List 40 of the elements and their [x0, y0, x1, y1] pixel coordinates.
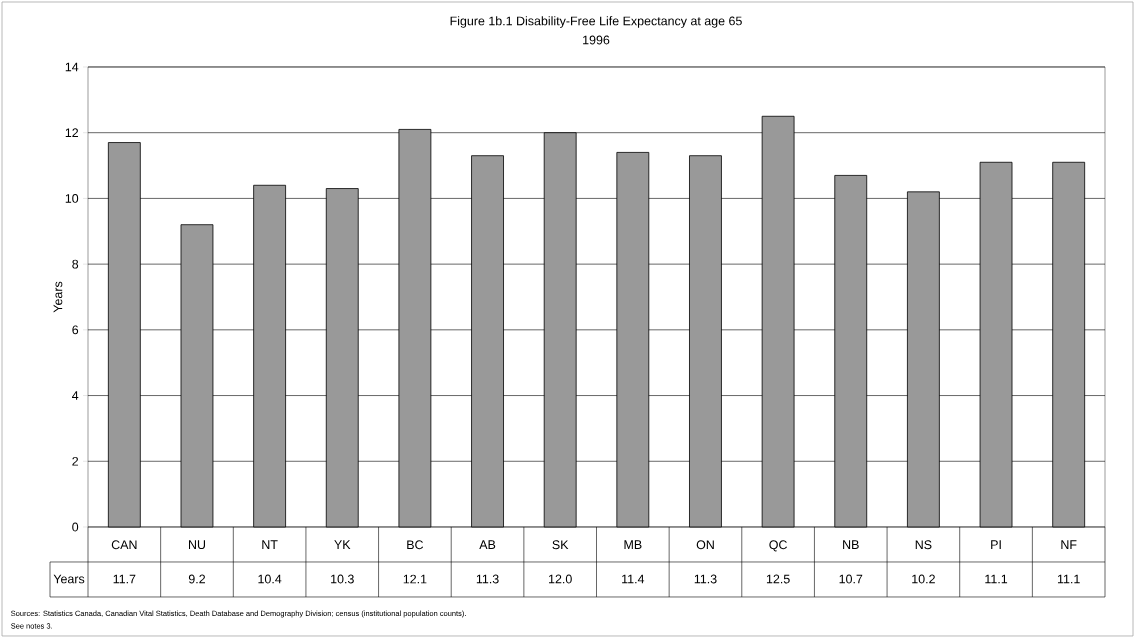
y-tick-label: 10 [65, 194, 79, 203]
data-label: 9.2 [188, 574, 205, 584]
x-tick-label: PI [991, 540, 1001, 549]
x-tick-label: AB [479, 540, 496, 549]
data-label: 11.4 [622, 574, 645, 584]
data-label: 10.2 [912, 574, 935, 584]
chart-subtitle: 1996 [583, 35, 610, 45]
data-label: 11.3 [694, 574, 717, 584]
data-label: 12.5 [766, 574, 790, 584]
y-tick-label: 14 [65, 62, 79, 72]
x-tick-label: NT [262, 540, 278, 549]
data-label: 12.1 [403, 574, 427, 584]
data-label: 11.7 [113, 574, 136, 584]
y-tick-label: 12 [65, 128, 79, 138]
x-tick-label: BC [407, 540, 424, 550]
data-label: 10.7 [839, 574, 863, 584]
y-tick-label: 6 [72, 325, 79, 335]
text: Years [53, 574, 85, 584]
data-label: 12.0 [549, 574, 572, 584]
x-tick-label: CAN [111, 540, 137, 550]
y-tick-label: 4 [72, 391, 79, 400]
y-tick-label: 8 [72, 259, 79, 269]
x-tick-label: QC [769, 540, 787, 552]
data-label: 11.3 [476, 574, 499, 584]
x-tick-label: NU [188, 540, 205, 550]
y-tick-label: 2 [72, 456, 79, 466]
x-tick-label: NF [1061, 540, 1077, 549]
y-tick-label: 0 [72, 522, 79, 532]
x-tick-label: NB [843, 540, 859, 549]
x-tick-label: ON [696, 540, 714, 550]
data-label: 10.4 [258, 574, 282, 584]
x-tick-label: YK [334, 540, 351, 549]
data-label: 10.3 [331, 574, 354, 584]
x-tick-label: MB [624, 540, 642, 549]
y-axis-title: Years [53, 281, 63, 313]
data-label: 11.1 [985, 574, 1008, 584]
data-label: 11.1 [1057, 574, 1080, 584]
x-tick-label: NS [915, 540, 932, 550]
chart-title: Figure 1b.1 Disability-Free Life Expectancy at age 65 [450, 16, 742, 28]
x-tick-label: SK [552, 540, 569, 550]
